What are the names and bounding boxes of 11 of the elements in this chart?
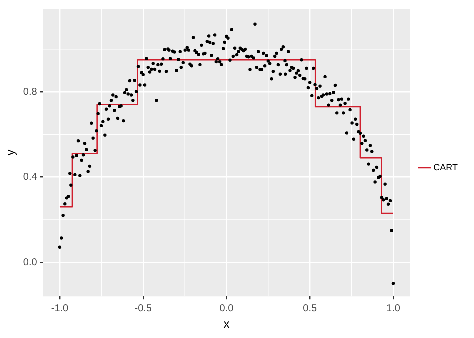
- y-tick-label: 0.0: [23, 257, 38, 268]
- y-axis-title: y: [4, 150, 18, 156]
- x-tick-label: -1.0: [51, 303, 70, 314]
- x-tick-label: 0.0: [220, 303, 234, 314]
- x-tick-label: 0.5: [303, 303, 318, 314]
- x-tick-label: 1.0: [386, 303, 401, 314]
- legend-label: CART: [434, 162, 458, 172]
- y-tick-label: 0.8: [23, 86, 38, 98]
- x-axis-title: x: [224, 317, 230, 332]
- x-tick-label: -0.5: [134, 303, 152, 314]
- y-tick-label: 0.4: [23, 172, 38, 184]
